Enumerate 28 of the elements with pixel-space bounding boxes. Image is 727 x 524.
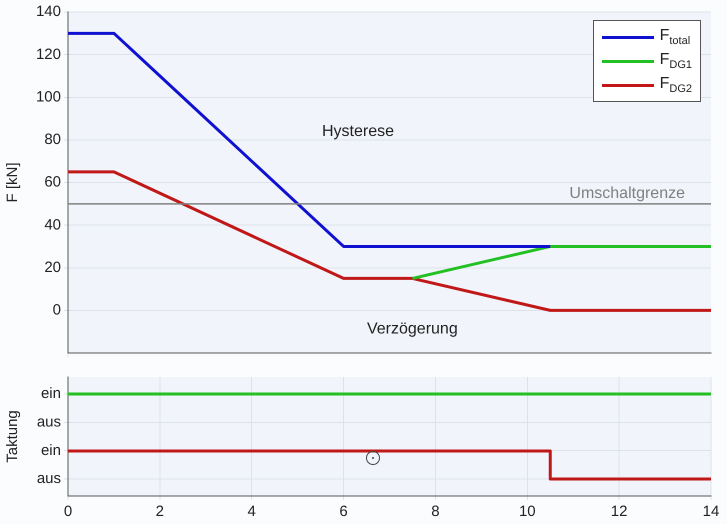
y-tick-label: 40: [44, 216, 61, 234]
annotation: Hysterese: [322, 122, 394, 140]
y-tick-label: 0: [52, 302, 61, 319]
x-tick-label: 12: [610, 503, 628, 520]
y-tick-label: 120: [36, 46, 61, 63]
y-tick-label: 100: [36, 88, 61, 106]
x-tick-label: 8: [431, 503, 440, 520]
x-tick-label: 14: [702, 503, 720, 520]
annotation: Verzögerung: [366, 320, 458, 338]
y-axis-title: Taktung: [4, 410, 22, 463]
legend-label: F$_{DG1}$: [660, 50, 692, 72]
legend-label: F$_{DG2}$: [660, 74, 692, 96]
category-label: ein: [40, 385, 61, 402]
y-axis-title: F [kN]: [4, 162, 22, 202]
x-tick-label: 4: [248, 503, 256, 520]
ref-line-label: Umschaltgrenze: [569, 185, 686, 202]
category-label: aus: [36, 413, 61, 430]
y-tick-label: 60: [44, 174, 61, 191]
category-label: aus: [36, 470, 61, 488]
y-tick-label: 20: [44, 258, 61, 276]
x-tick-label: 2: [156, 503, 164, 520]
y-tick-label: 140: [36, 3, 61, 20]
x-tick-label: 0: [64, 503, 72, 520]
category-label: ein: [40, 442, 61, 459]
x-tick-label: 10: [518, 503, 536, 520]
legend-label: F$_{total}$: [660, 26, 690, 48]
y-tick-label: 80: [44, 131, 61, 148]
x-tick-label: 6: [339, 503, 348, 520]
